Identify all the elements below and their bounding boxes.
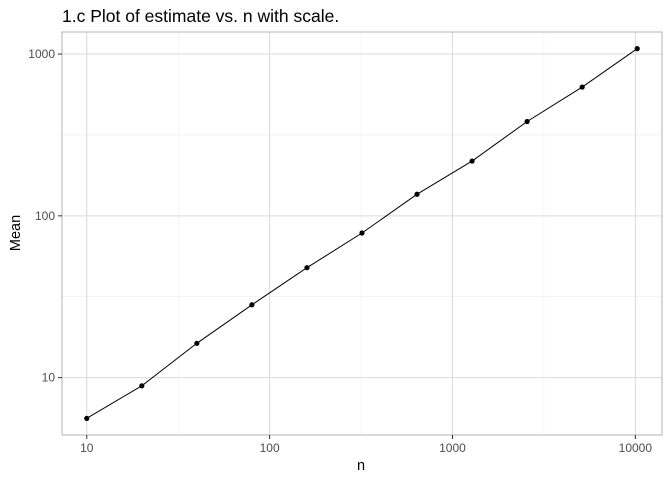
x-tick-label: 10 bbox=[80, 441, 94, 455]
major-grid bbox=[62, 32, 662, 435]
panel-border bbox=[61, 31, 663, 436]
y-tick-label: 10 bbox=[42, 371, 56, 385]
chart-title: 1.c Plot of estimate vs. n with scale. bbox=[62, 6, 339, 26]
data-point bbox=[469, 158, 475, 164]
data-point bbox=[359, 230, 365, 236]
minor-grid bbox=[62, 32, 662, 435]
data-point bbox=[524, 118, 530, 125]
x-axis-label: n bbox=[357, 458, 365, 474]
series-group bbox=[84, 46, 640, 421]
data-point bbox=[304, 265, 310, 271]
x-tick-label: 1000 bbox=[439, 441, 466, 455]
x-tick-label: 100 bbox=[260, 441, 280, 455]
data-point bbox=[579, 84, 585, 90]
y-axis-ticks: 10 100 1000 bbox=[28, 47, 62, 385]
data-point bbox=[194, 340, 200, 346]
x-tick-label: 10000 bbox=[619, 441, 653, 455]
y-tick-label: 100 bbox=[35, 209, 55, 223]
y-tick-label: 1000 bbox=[28, 47, 55, 61]
data-point bbox=[84, 415, 90, 421]
data-point bbox=[249, 302, 255, 308]
data-point bbox=[139, 383, 145, 389]
data-point bbox=[634, 46, 640, 52]
y-axis-label: Mean bbox=[8, 215, 24, 251]
data-point bbox=[414, 191, 420, 197]
x-axis-ticks: 10 100 1000 10000 bbox=[80, 435, 652, 455]
